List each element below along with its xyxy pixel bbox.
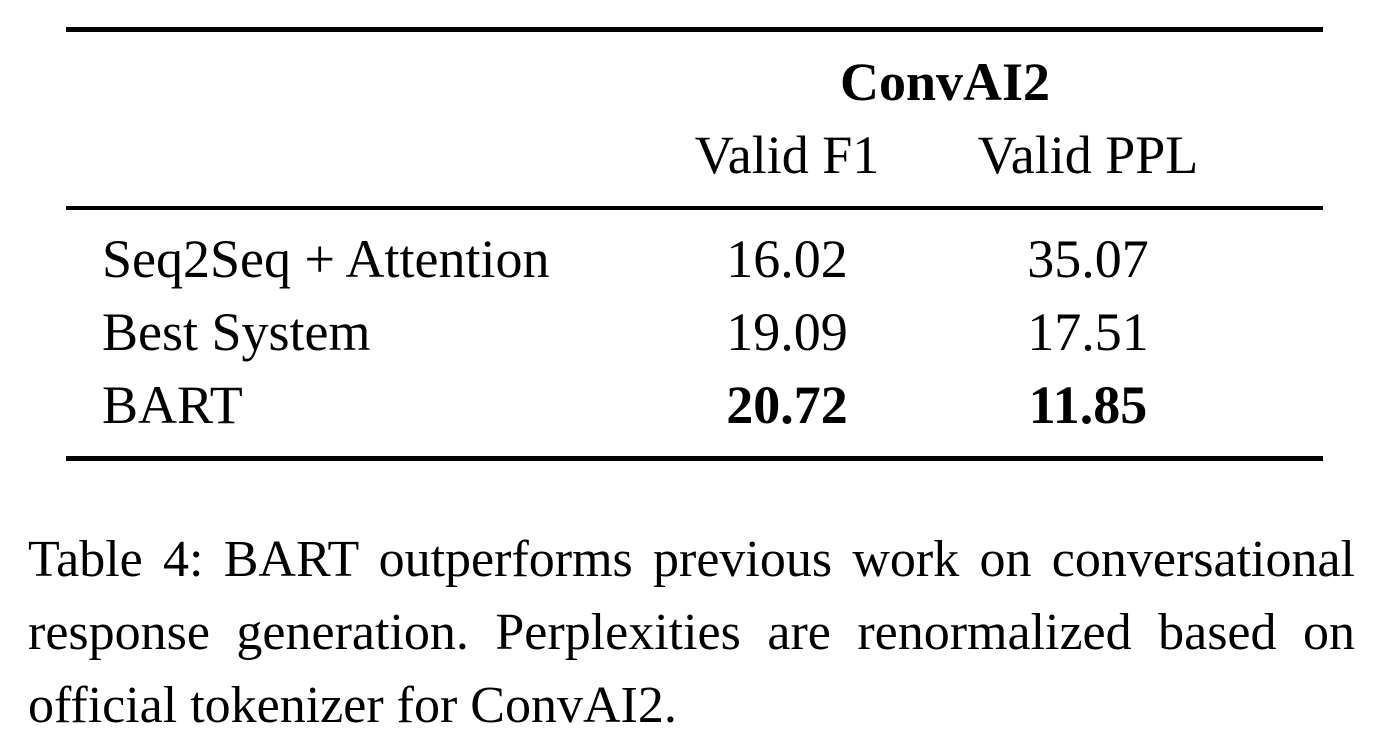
group-header-convai2: ConvAI2 xyxy=(839,52,1051,112)
table-bottom-rule xyxy=(66,456,1323,461)
row-label-best-system: Best System xyxy=(102,302,371,362)
cell-best-system-f1: 19.09 xyxy=(726,302,848,362)
row-label-bart: BART xyxy=(102,375,243,435)
cell-best-system-ppl: 17.51 xyxy=(1027,302,1149,362)
cell-bart-f1: 20.72 xyxy=(726,375,848,435)
column-header-valid-f1: Valid F1 xyxy=(694,125,880,185)
column-header-valid-ppl: Valid PPL xyxy=(977,125,1199,185)
cell-bart-ppl: 11.85 xyxy=(1028,375,1148,435)
cell-seq2seq-ppl: 35.07 xyxy=(1027,229,1149,289)
cell-seq2seq-f1: 16.02 xyxy=(726,229,848,289)
row-label-seq2seq: Seq2Seq + Attention xyxy=(102,229,550,289)
table-top-rule xyxy=(66,27,1323,32)
table-caption: Table 4: BART outperforms previous work … xyxy=(28,531,1355,734)
table-mid-rule xyxy=(66,206,1323,210)
